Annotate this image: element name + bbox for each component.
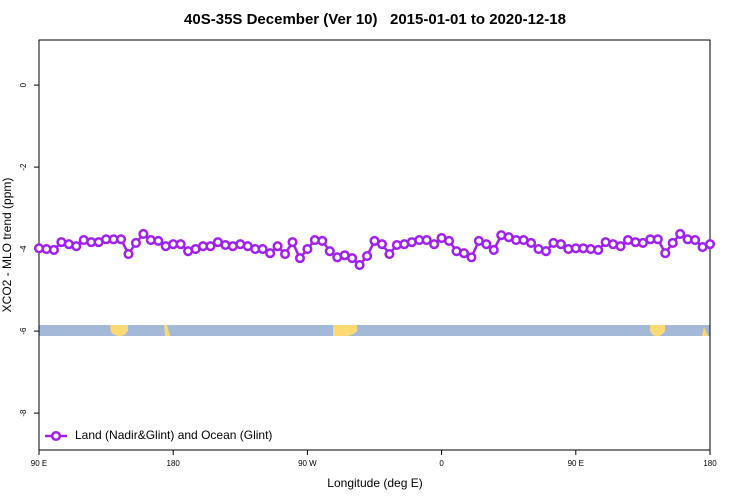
y-tick-label: -2 — [19, 163, 28, 171]
data-point — [71, 241, 82, 252]
data-point — [540, 246, 552, 257]
data-point — [637, 237, 648, 248]
data-point — [257, 244, 268, 255]
data-point — [675, 228, 686, 239]
data-point — [48, 244, 59, 255]
land-patch — [164, 325, 170, 336]
x-tick-label: 90 W — [298, 459, 317, 468]
land-patch — [110, 325, 128, 336]
data-point — [115, 234, 127, 245]
data-point — [690, 235, 701, 246]
data-point — [324, 246, 335, 257]
data-point — [347, 253, 358, 264]
data-point — [488, 244, 499, 255]
data-point — [279, 248, 291, 260]
data-point — [130, 237, 141, 248]
y-tick-label: 0 — [19, 82, 28, 87]
data-point — [444, 235, 455, 246]
land-mask — [39, 325, 710, 336]
data-point — [384, 248, 395, 260]
x-tick-label: 180 — [167, 459, 181, 468]
y-tick-label: -8 — [19, 409, 28, 417]
y-tick-label: -4 — [19, 245, 28, 253]
data-point — [287, 237, 298, 248]
data-point — [265, 248, 276, 259]
x-tick-label: 180 — [703, 459, 717, 468]
data-point — [652, 234, 663, 245]
data-point — [526, 237, 537, 248]
data-point — [294, 253, 305, 264]
data-point — [354, 260, 365, 271]
legend-label: Land (Nadir&Glint) and Ocean (Glint) — [75, 428, 272, 442]
y-axis-label: XCO2 - MLO trend (ppm) — [0, 178, 14, 313]
x-tick-label: 90 E — [31, 459, 47, 468]
data-point — [660, 248, 671, 259]
data-point — [429, 239, 440, 250]
data-point — [317, 235, 328, 246]
data-point — [615, 241, 626, 252]
y-tick-label: -6 — [19, 327, 28, 335]
data-point — [205, 241, 216, 252]
data-point — [376, 239, 388, 250]
legend-marker — [50, 430, 62, 442]
data-point — [272, 241, 283, 252]
data-point — [481, 239, 492, 250]
x-tick-label: 90 E — [568, 459, 584, 468]
land-patch — [333, 325, 357, 336]
data-point — [138, 228, 149, 239]
data-point — [466, 252, 477, 263]
x-tick-label: 0 — [439, 459, 444, 468]
data-point — [458, 248, 470, 259]
land-patch — [702, 327, 708, 336]
ocean-band — [39, 325, 710, 336]
x-axis-label: Longitude (deg E) — [327, 476, 422, 490]
data-point — [361, 251, 373, 262]
data-point — [153, 235, 164, 246]
data-point — [123, 248, 134, 260]
data-point — [175, 239, 186, 250]
chart-title: 40S-35S December (Ver 10) 2015-01-01 to … — [184, 11, 566, 28]
data-point — [704, 239, 716, 250]
land-patch — [650, 325, 665, 336]
data-point — [593, 244, 604, 255]
data-point — [302, 244, 313, 255]
data-point — [667, 237, 678, 248]
data-point — [421, 235, 432, 246]
data-point — [555, 239, 566, 250]
